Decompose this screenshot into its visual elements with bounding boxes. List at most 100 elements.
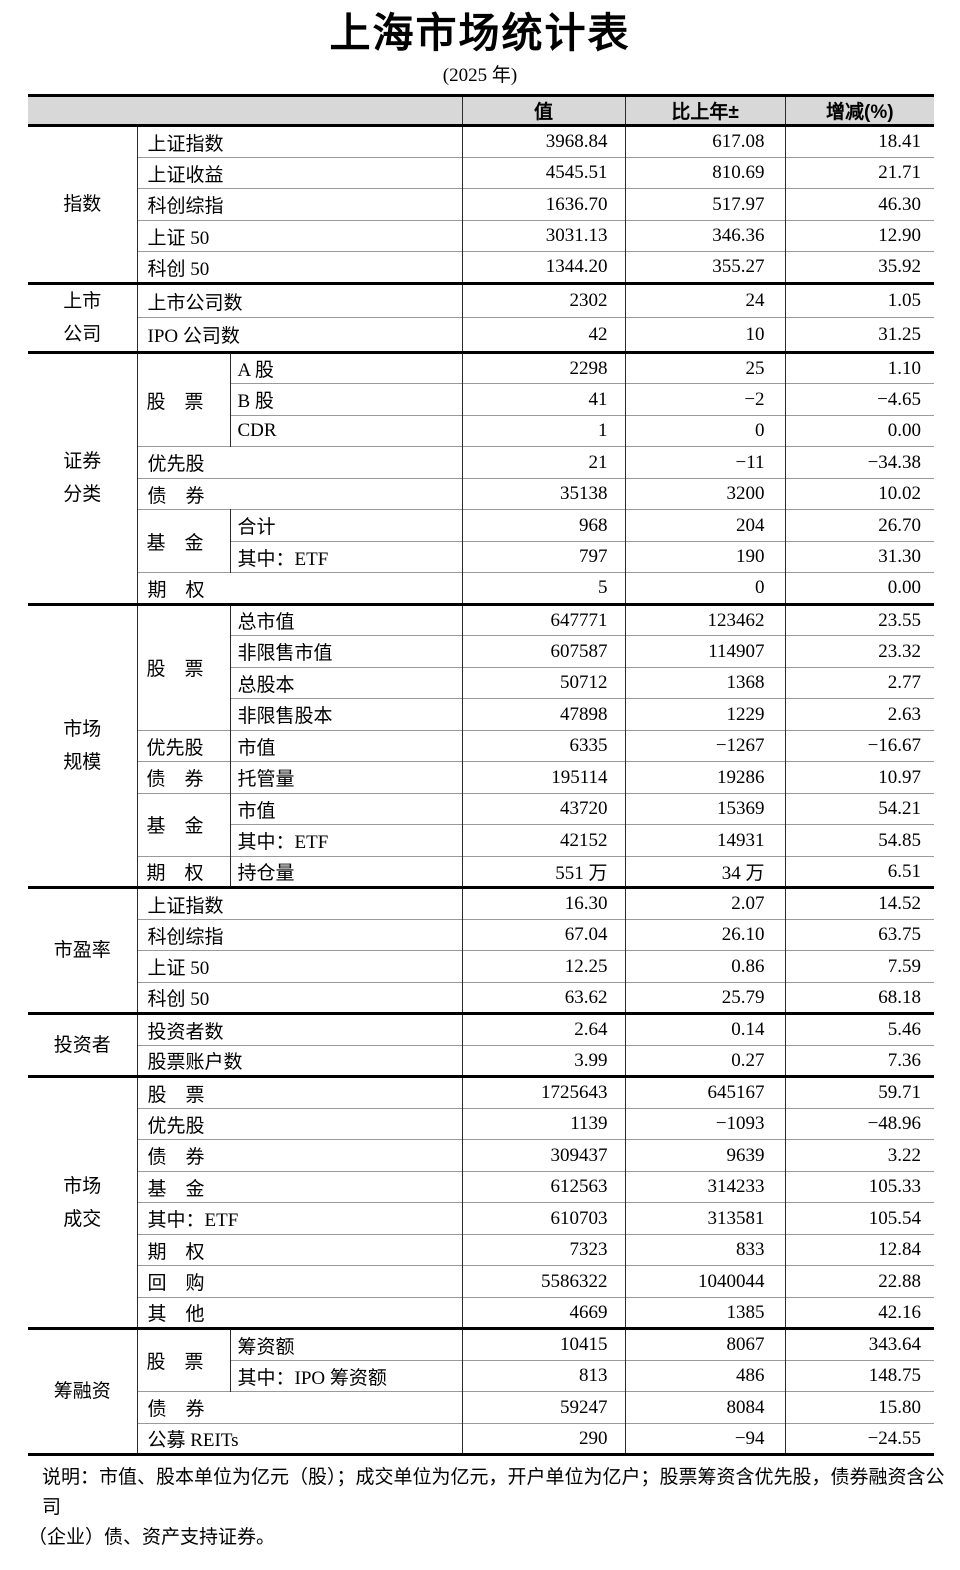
group-label: 市盈率 <box>28 886 138 1014</box>
change-cell: 114907 <box>625 635 786 668</box>
row-label: 回 购 <box>137 1265 463 1298</box>
pct-cell: 42.16 <box>785 1296 935 1329</box>
row-label: 债 券 <box>137 1139 463 1172</box>
pct-cell: 21.71 <box>785 156 935 189</box>
table-row: 其中：ETF 42152 14931 54.85 <box>28 824 935 857</box>
col-header-blank <box>28 95 463 128</box>
row-label: 市值 <box>230 729 463 762</box>
value-cell: 35138 <box>462 477 626 510</box>
change-cell: 8067 <box>625 1327 786 1361</box>
table-row: 筹融资股 票筹资额 10415 8067 343.64 <box>28 1327 935 1455</box>
value-cell: 5586322 <box>462 1265 626 1298</box>
change-cell: 26.10 <box>625 918 786 951</box>
change-cell: 15369 <box>625 792 786 825</box>
change-cell: 123462 <box>625 602 786 636</box>
group-label: 指数 <box>28 124 138 284</box>
value-cell: 1636.70 <box>462 188 626 221</box>
pct-cell: 31.25 <box>785 317 935 353</box>
change-cell: 24 <box>625 281 786 318</box>
row-label: 其中：ETF <box>230 824 463 857</box>
change-cell: 0.86 <box>625 950 786 983</box>
row-label: 上证收益 <box>137 156 463 189</box>
pct-cell: 18.41 <box>785 124 935 158</box>
pct-cell: 12.90 <box>785 219 935 252</box>
change-cell: −1267 <box>625 729 786 762</box>
row-label: 期 权 <box>137 1233 463 1266</box>
pct-cell: 59.71 <box>785 1075 935 1109</box>
value-cell: 551 万 <box>462 855 626 888</box>
change-cell: 8084 <box>625 1391 786 1424</box>
change-cell: 0 <box>625 572 786 605</box>
table-row: 基 金市值 43720 15369 54.21 <box>28 792 935 857</box>
table-row: 回 购 5586322 1040044 22.88 <box>28 1265 935 1298</box>
change-cell: −1093 <box>625 1107 786 1140</box>
value-cell: 195114 <box>462 761 626 794</box>
change-cell: 833 <box>625 1233 786 1266</box>
change-cell: 1040044 <box>625 1265 786 1298</box>
group-label: 市场 成交 <box>28 1075 138 1329</box>
pct-cell: 26.70 <box>785 509 935 542</box>
row-label: 其中：IPO 筹资额 <box>230 1359 463 1392</box>
row-label: 上证 50 <box>137 950 463 983</box>
table-row: 债 券 309437 9639 3.22 <box>28 1139 935 1172</box>
table-row: 总股本 50712 1368 2.77 <box>28 666 935 699</box>
table-row: 基 金 612563 314233 105.33 <box>28 1170 935 1203</box>
table-row: 其中：ETF 797 190 31.30 <box>28 540 935 573</box>
pct-cell: 0.00 <box>785 572 935 605</box>
table-row: 优先股 21 −11 −34.38 <box>28 446 935 479</box>
value-cell: 1725643 <box>462 1075 626 1109</box>
change-cell: 190 <box>625 540 786 573</box>
table-row: 上市 公司 上市公司数 2302 24 1.05 <box>28 281 935 353</box>
table-row: 期 权 5 0 0.00 <box>28 572 935 605</box>
row-label: 上证指数 <box>137 124 463 158</box>
row-label: 市值 <box>230 792 463 825</box>
value-cell: 42 <box>462 317 626 353</box>
change-cell: 355.27 <box>625 251 786 284</box>
pct-cell: 0.00 <box>785 414 935 447</box>
change-cell: 19286 <box>625 761 786 794</box>
row-label: 筹资额 <box>230 1327 463 1361</box>
table-row: 指数 上证指数 3968.84 617.08 18.41 <box>28 124 935 284</box>
value-cell: 813 <box>462 1359 626 1392</box>
value-cell: 10415 <box>462 1327 626 1361</box>
pct-cell: 343.64 <box>785 1327 935 1361</box>
table-row: 科创综指 1636.70 517.97 46.30 <box>28 188 935 221</box>
pct-cell: 46.30 <box>785 188 935 221</box>
table-row: 上证收益 4545.51 810.69 21.71 <box>28 156 935 189</box>
col-header-pct: 增减(%) <box>785 95 935 128</box>
pct-cell: 105.33 <box>785 1170 935 1203</box>
value-cell: 2.64 <box>462 1012 626 1046</box>
value-cell: 16.30 <box>462 886 626 920</box>
value-cell: 12.25 <box>462 950 626 983</box>
table-row: 市场 规模股 票总市值 647771 123462 23.55 <box>28 602 935 888</box>
pct-cell: 10.97 <box>785 761 935 794</box>
pct-cell: 14.52 <box>785 886 935 920</box>
group-label: 市场 规模 <box>28 602 138 888</box>
value-cell: 47898 <box>462 698 626 731</box>
row-label: 上证 50 <box>137 219 463 252</box>
pct-cell: 23.55 <box>785 602 935 636</box>
value-cell: 42152 <box>462 824 626 857</box>
row-label: 其中：ETF <box>137 1202 463 1235</box>
change-cell: 314233 <box>625 1170 786 1203</box>
table-row: 债 券 35138 3200 10.02 <box>28 477 935 510</box>
pct-cell: 54.85 <box>785 824 935 857</box>
row-label: IPO 公司数 <box>137 317 463 353</box>
change-cell: 0.14 <box>625 1012 786 1046</box>
row-label: 股 票 <box>137 1075 463 1109</box>
pct-cell: 22.88 <box>785 1265 935 1298</box>
value-cell: 41 <box>462 383 626 416</box>
pct-cell: 31.30 <box>785 540 935 573</box>
table-row: 上证 50 3031.13 346.36 12.90 <box>28 219 935 252</box>
pct-cell: 12.84 <box>785 1233 935 1266</box>
table-row: 基 金合计 968 204 26.70 <box>28 509 935 573</box>
value-cell: 2302 <box>462 281 626 318</box>
change-cell: −94 <box>625 1422 786 1455</box>
value-cell: 647771 <box>462 602 626 636</box>
footnote-line-2: （企业）债、资产支持证券。 <box>28 1527 276 1549</box>
pct-cell: −4.65 <box>785 383 935 416</box>
subgroup-label: 股 票 <box>137 602 231 731</box>
change-cell: 9639 <box>625 1139 786 1172</box>
row-label: 科创 50 <box>137 981 463 1014</box>
pct-cell: 7.59 <box>785 950 935 983</box>
